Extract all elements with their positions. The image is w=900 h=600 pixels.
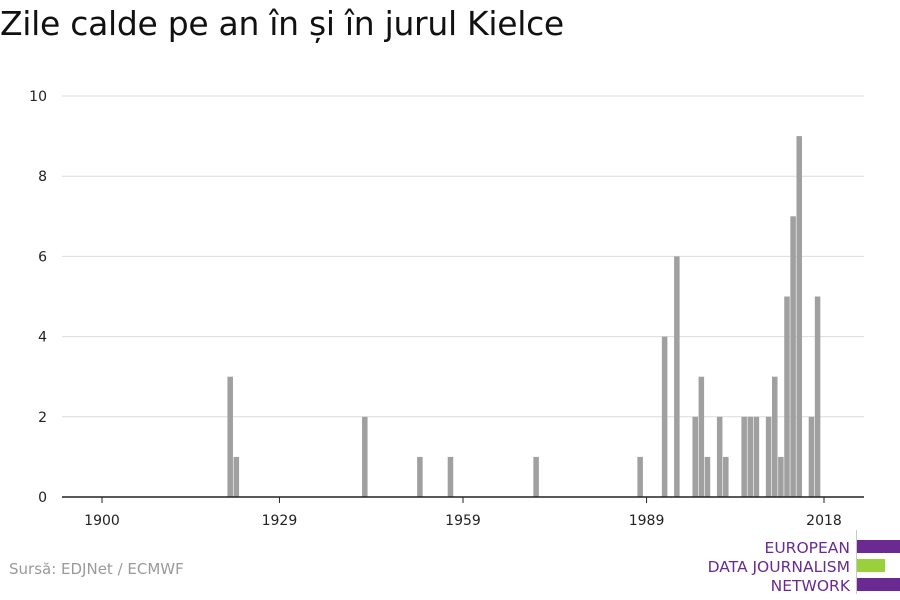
source-note: Sursă: EDJNet / ECMWF xyxy=(9,560,184,578)
y-tick-label: 10 xyxy=(29,89,47,105)
x-tick-label: 2018 xyxy=(806,513,842,529)
bar-1998 xyxy=(698,376,705,497)
logo-bar-top xyxy=(857,540,900,553)
y-tick-label: 4 xyxy=(38,330,47,346)
logo-line-network: NETWORK xyxy=(770,577,850,595)
x-tick-label: 1900 xyxy=(84,513,120,529)
bar-1992 xyxy=(661,336,668,497)
logo-divider xyxy=(856,530,857,594)
bar-1921 xyxy=(227,376,233,497)
bar-1952 xyxy=(417,456,423,497)
bar-1999 xyxy=(704,456,711,497)
x-tick-label: 1959 xyxy=(445,513,481,529)
edjnet-logo: EUROPEAN DATA JOURNALISM NETWORK xyxy=(700,530,900,600)
bar-1943 xyxy=(362,416,368,497)
x-axis-tick-labels: 1900 1929 1959 1989 2018 xyxy=(84,513,842,529)
y-tick-label: 8 xyxy=(38,169,47,185)
logo-line-data-journalism: DATA JOURNALISM xyxy=(707,558,850,576)
x-tick-label: 1929 xyxy=(262,513,298,529)
bar-series xyxy=(227,136,821,498)
bar-2002 xyxy=(723,456,729,497)
logo-bar-bottom xyxy=(857,578,900,591)
x-tick-label: 1989 xyxy=(629,513,665,529)
y-axis-tick-labels: 0 2 4 6 8 10 xyxy=(29,89,47,506)
bar-1971 xyxy=(533,456,539,497)
bar-2001 xyxy=(716,416,723,497)
logo-line-european: EUROPEAN xyxy=(764,539,850,557)
bar-2007 xyxy=(753,416,760,497)
bar-2011 xyxy=(778,456,784,497)
bar-2014 xyxy=(796,136,802,497)
bar-2016 xyxy=(808,416,815,497)
y-tick-label: 6 xyxy=(38,249,47,265)
axes xyxy=(62,496,864,503)
bar-2012 xyxy=(784,296,790,497)
bar-2005 xyxy=(741,416,747,497)
chart-title: Zile calde pe an în și în jurul Kielce xyxy=(0,4,564,43)
bar-1988 xyxy=(637,456,643,497)
gridlines xyxy=(62,95,864,418)
bar-2017 xyxy=(814,296,821,497)
bar-2010 xyxy=(771,376,778,497)
bar-2009 xyxy=(765,416,772,497)
logo-bar-middle xyxy=(857,559,885,572)
bar-2006 xyxy=(747,416,754,497)
bar-1922 xyxy=(233,456,240,497)
bar-1957 xyxy=(447,456,454,497)
bar-1997 xyxy=(692,416,698,497)
y-tick-label: 0 xyxy=(38,490,47,506)
bar-1994 xyxy=(674,256,680,497)
y-tick-label: 2 xyxy=(38,410,47,426)
bar-2013 xyxy=(790,216,796,498)
